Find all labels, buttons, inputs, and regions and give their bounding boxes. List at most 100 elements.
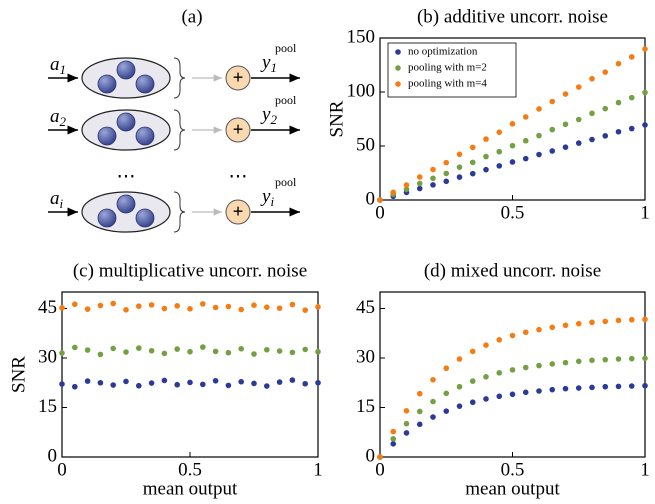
point <box>496 393 503 400</box>
point <box>403 186 410 193</box>
brace <box>173 191 186 233</box>
point <box>315 348 321 355</box>
point <box>403 182 410 188</box>
point <box>174 381 180 388</box>
plus: + <box>233 67 244 88</box>
point <box>416 408 423 415</box>
point <box>200 381 206 388</box>
point <box>430 166 436 173</box>
point <box>536 362 542 369</box>
point <box>615 383 622 390</box>
point <box>469 348 476 355</box>
point <box>390 441 397 447</box>
point <box>136 382 142 389</box>
chart-panel: (c) multiplicative uncorr. noise 0 0.5 1 0 15… <box>8 260 322 499</box>
point <box>430 175 436 182</box>
sum-node <box>225 65 251 91</box>
point <box>469 144 476 151</box>
point <box>443 170 450 177</box>
y-tick-label: 150 <box>347 26 376 47</box>
legend-marker <box>395 81 401 87</box>
legend-label: no optimization <box>408 46 478 58</box>
unit <box>135 74 155 94</box>
point <box>456 383 463 390</box>
point <box>536 106 542 112</box>
point <box>509 159 516 165</box>
point <box>161 350 168 357</box>
point <box>443 365 450 372</box>
output-base: y <box>260 104 271 125</box>
legend-marker <box>395 49 401 55</box>
input-label: a1 <box>50 54 66 77</box>
point <box>72 344 78 351</box>
y-tick-label: 100 <box>347 80 376 101</box>
y-tick-label: 15 <box>38 396 57 417</box>
plot-frame <box>379 291 646 458</box>
unit <box>97 208 117 228</box>
point <box>628 54 635 60</box>
x-axis-label: mean output <box>465 478 560 499</box>
point <box>469 399 476 406</box>
point <box>238 306 244 313</box>
point <box>589 384 595 391</box>
point <box>148 380 155 386</box>
legend-marker <box>395 65 401 71</box>
point <box>416 390 423 397</box>
point <box>602 383 609 390</box>
x-tick-label: 1 <box>313 459 323 480</box>
brace <box>173 57 186 99</box>
point <box>161 305 168 312</box>
output-base: y <box>260 52 271 73</box>
point <box>72 383 78 390</box>
point <box>602 69 609 75</box>
brace <box>173 109 186 151</box>
point <box>251 351 257 357</box>
legend: no optimization pooling with m=2 pooling w… <box>387 42 517 98</box>
chart-panel: (b) additive uncorr. noise 0 0.5 1 0 50 100 150… <box>326 6 649 223</box>
point <box>642 382 648 389</box>
point <box>377 454 383 460</box>
point <box>97 379 104 386</box>
point <box>509 332 516 339</box>
point <box>483 342 489 348</box>
output-label: y1 pool <box>260 41 297 75</box>
point <box>496 370 503 376</box>
unit <box>135 208 155 228</box>
point <box>276 379 283 385</box>
point <box>315 304 321 310</box>
point <box>575 140 582 146</box>
point <box>522 364 529 371</box>
point <box>469 170 476 177</box>
point <box>496 163 503 169</box>
sum-node <box>225 117 251 143</box>
point <box>522 114 529 120</box>
point <box>110 300 116 307</box>
output-sup: pool <box>275 175 297 189</box>
point <box>212 377 219 384</box>
x-tick-label: 1 <box>640 202 650 223</box>
point <box>123 349 129 355</box>
point <box>443 159 450 166</box>
point <box>615 356 622 362</box>
point <box>536 132 542 139</box>
point <box>469 378 476 384</box>
x-tick-label: 1 <box>640 459 650 480</box>
point <box>483 396 489 402</box>
point <box>615 99 622 106</box>
unit <box>135 126 155 146</box>
point <box>123 307 129 313</box>
point <box>403 408 410 414</box>
point <box>84 306 91 312</box>
input-base: a <box>50 54 60 75</box>
point <box>302 346 309 353</box>
point <box>212 304 219 311</box>
point <box>589 319 595 326</box>
point <box>642 316 648 323</box>
plus: + <box>233 201 244 222</box>
point <box>110 382 116 388</box>
point <box>443 178 450 185</box>
y-tick-label: 15 <box>356 396 375 417</box>
unit <box>116 60 136 80</box>
point <box>549 386 556 393</box>
